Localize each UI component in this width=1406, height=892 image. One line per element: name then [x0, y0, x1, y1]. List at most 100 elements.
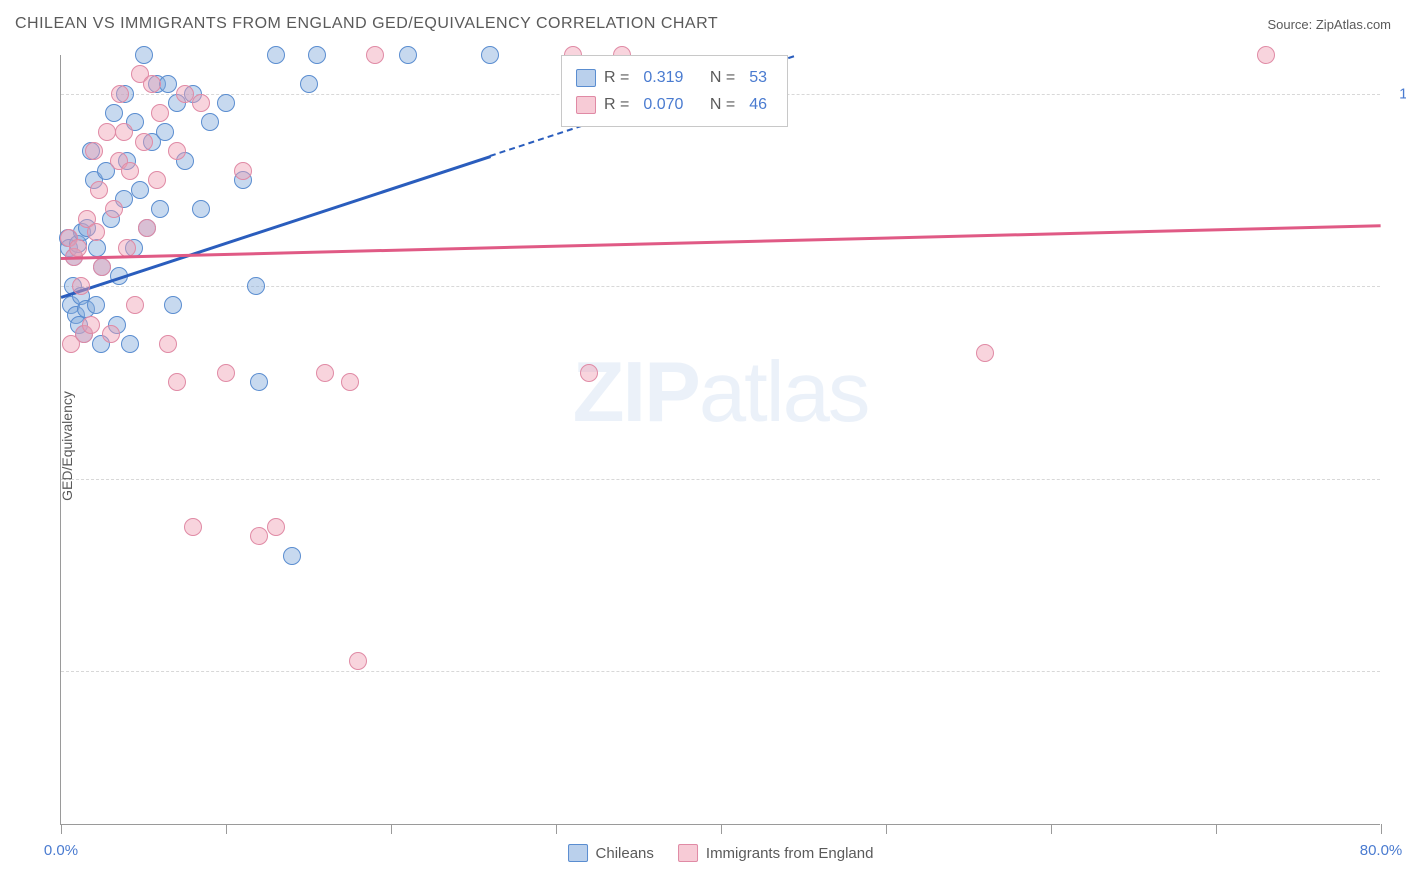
scatter-point — [69, 239, 87, 257]
scatter-point — [164, 296, 182, 314]
scatter-point — [267, 46, 285, 64]
chart-title: CHILEAN VS IMMIGRANTS FROM ENGLAND GED/E… — [15, 15, 718, 33]
scatter-point — [580, 364, 598, 382]
stat-n-label: N = — [710, 64, 735, 91]
scatter-point — [111, 85, 129, 103]
xtick-label: 0.0% — [44, 842, 78, 859]
watermark-atlas: atlas — [699, 345, 869, 440]
stat-n-value: 46 — [749, 91, 767, 118]
scatter-point — [118, 239, 136, 257]
plot-area: ZIPatlas R = 0.319 N = 53 R = 0.070 N = … — [60, 55, 1380, 825]
scatter-point — [98, 123, 116, 141]
scatter-point — [300, 75, 318, 93]
stat-n-value: 53 — [749, 64, 767, 91]
scatter-point — [105, 104, 123, 122]
ytick-label: 90.0% — [1390, 278, 1406, 295]
ytick-label: 70.0% — [1390, 663, 1406, 680]
scatter-point — [82, 316, 100, 334]
scatter-point — [481, 46, 499, 64]
legend-item: Immigrants from England — [678, 844, 874, 862]
scatter-point — [115, 123, 133, 141]
scatter-point — [135, 133, 153, 151]
legend-swatch-blue — [568, 844, 588, 862]
stats-legend-row: R = 0.070 N = 46 — [576, 91, 773, 118]
scatter-point — [308, 46, 326, 64]
scatter-point — [201, 113, 219, 131]
scatter-point — [93, 258, 111, 276]
scatter-point — [148, 171, 166, 189]
xtick — [1381, 824, 1382, 834]
scatter-point — [168, 373, 186, 391]
xtick — [1051, 824, 1052, 834]
scatter-point — [1257, 46, 1275, 64]
scatter-point — [156, 123, 174, 141]
xtick — [226, 824, 227, 834]
scatter-point — [102, 325, 120, 343]
scatter-point — [87, 223, 105, 241]
xtick — [886, 824, 887, 834]
scatter-point — [151, 104, 169, 122]
legend-swatch-pink — [678, 844, 698, 862]
legend-label: Immigrants from England — [706, 845, 874, 862]
scatter-point — [316, 364, 334, 382]
stats-legend-row: R = 0.319 N = 53 — [576, 64, 773, 91]
scatter-point — [366, 46, 384, 64]
stat-r-value: 0.070 — [643, 91, 683, 118]
scatter-point — [217, 94, 235, 112]
scatter-point — [399, 46, 417, 64]
stat-r-label: R = — [604, 64, 629, 91]
stat-n-label: N = — [710, 91, 735, 118]
legend-swatch-pink — [576, 96, 596, 114]
scatter-point — [138, 219, 156, 237]
scatter-point — [192, 200, 210, 218]
scatter-point — [131, 181, 149, 199]
scatter-point — [217, 364, 235, 382]
scatter-point — [234, 162, 252, 180]
xtick — [721, 824, 722, 834]
scatter-point — [121, 162, 139, 180]
scatter-point — [184, 518, 202, 536]
watermark: ZIPatlas — [573, 344, 869, 442]
legend-label: Chileans — [596, 845, 654, 862]
scatter-point — [192, 94, 210, 112]
legend-swatch-blue — [576, 69, 596, 87]
scatter-point — [72, 277, 90, 295]
xtick — [1216, 824, 1217, 834]
xtick-label: 80.0% — [1360, 842, 1403, 859]
chart-header: CHILEAN VS IMMIGRANTS FROM ENGLAND GED/E… — [15, 15, 1391, 33]
scatter-point — [267, 518, 285, 536]
scatter-point — [159, 75, 177, 93]
stats-legend: R = 0.319 N = 53 R = 0.070 N = 46 — [561, 55, 788, 127]
scatter-point — [121, 335, 139, 353]
stat-r-label: R = — [604, 91, 629, 118]
scatter-point — [143, 75, 161, 93]
xtick — [556, 824, 557, 834]
scatter-point — [90, 181, 108, 199]
scatter-point — [85, 142, 103, 160]
scatter-point — [135, 46, 153, 64]
scatter-point — [87, 296, 105, 314]
scatter-point — [159, 335, 177, 353]
legend-item: Chileans — [568, 844, 654, 862]
ytick-label: 80.0% — [1390, 470, 1406, 487]
scatter-point — [250, 373, 268, 391]
scatter-point — [151, 200, 169, 218]
scatter-point — [976, 344, 994, 362]
xtick — [61, 824, 62, 834]
scatter-point — [88, 239, 106, 257]
watermark-zip: ZIP — [573, 345, 699, 440]
series-legend: Chileans Immigrants from England — [568, 844, 874, 862]
xtick — [391, 824, 392, 834]
scatter-point — [176, 85, 194, 103]
scatter-point — [247, 277, 265, 295]
chart-source: Source: ZipAtlas.com — [1267, 17, 1391, 32]
scatter-point — [105, 200, 123, 218]
gridline-h — [61, 671, 1380, 672]
scatter-point — [126, 296, 144, 314]
gridline-h — [61, 479, 1380, 480]
stat-r-value: 0.319 — [643, 64, 683, 91]
scatter-point — [168, 142, 186, 160]
scatter-point — [341, 373, 359, 391]
ytick-label: 100.0% — [1390, 85, 1406, 102]
scatter-point — [250, 527, 268, 545]
